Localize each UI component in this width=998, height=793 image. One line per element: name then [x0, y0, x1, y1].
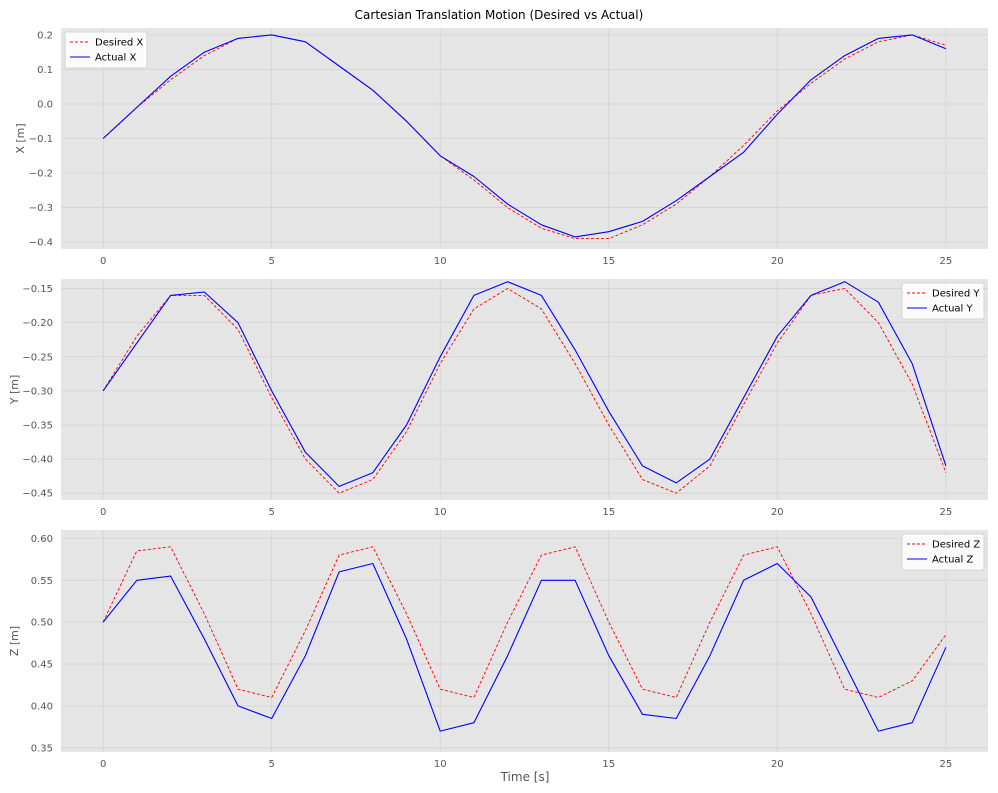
- series-line-actual-x: [102, 34, 947, 238]
- y-tick-label: 0.35: [31, 743, 53, 754]
- y-tick-label: 0.55: [31, 576, 53, 587]
- y-tick-label: 0.50: [31, 618, 53, 629]
- y-tick-label: 0.40: [31, 701, 53, 712]
- legend-label: Actual Y: [932, 304, 974, 315]
- legend-label: Desired Y: [932, 289, 980, 300]
- series-line-desired-x: [102, 34, 947, 240]
- legend-label: Actual Z: [932, 555, 974, 566]
- series-line-actual-z: [102, 562, 947, 732]
- y-axis-label: Z [m]: [8, 626, 21, 656]
- y-tick-label: −0.2: [29, 169, 53, 180]
- legend: Desired Y Actual Y: [901, 282, 985, 320]
- y-tick-label: −0.3: [29, 203, 53, 214]
- x-tick-label: 15: [602, 507, 615, 518]
- legend: Desired X Actual X: [64, 31, 148, 69]
- panel-3: 0 5 10 15 20 25 0.35 0.40 0.45 0.50 0.55 0.60 Z [m] D…: [8, 530, 988, 770]
- x-tick-label: 20: [771, 256, 784, 267]
- y-tick-label: 0.2: [37, 30, 53, 41]
- figure-title: Cartesian Translation Motion (Desired vs…: [355, 8, 644, 22]
- x-tick-label: 0: [100, 507, 106, 518]
- legend-box: [64, 31, 148, 69]
- x-tick-label: 25: [939, 256, 952, 267]
- panel-1: 0 5 10 15 20 25 −0.4 −0.3 −0.2 −0.1 0.0 0.1 0.2 X [m]…: [14, 28, 988, 267]
- y-tick-label: −0.4: [29, 238, 53, 249]
- plot-area: [61, 279, 988, 500]
- x-tick-label: 20: [771, 759, 784, 770]
- panels: 0 5 10 15 20 25 −0.4 −0.3 −0.2 −0.1 0.0 0.1 0.2 X [m]…: [8, 28, 988, 770]
- x-tick-label: 10: [434, 759, 447, 770]
- legend-box: [901, 533, 985, 571]
- y-tick-label: −0.25: [22, 352, 53, 363]
- series-line-actual-y: [102, 281, 947, 487]
- y-tick-label: 0.1: [37, 65, 53, 76]
- y-tick-label: −0.45: [22, 489, 53, 500]
- x-axis-label: Time [s]: [500, 770, 550, 784]
- series-line-desired-y: [102, 288, 947, 494]
- y-tick-label: −0.35: [22, 420, 53, 431]
- x-tick-label: 20: [771, 507, 784, 518]
- x-tick-label: 0: [100, 759, 106, 770]
- legend-label: Desired Z: [932, 540, 980, 551]
- legend-box: [901, 282, 985, 320]
- x-tick-label: 5: [268, 759, 274, 770]
- y-axis-label: X [m]: [14, 123, 27, 153]
- x-tick-label: 25: [939, 759, 952, 770]
- y-tick-label: −0.40: [22, 455, 53, 466]
- y-tick-label: 0.60: [31, 534, 53, 545]
- x-tick-label: 15: [602, 759, 615, 770]
- legend: Desired Z Actual Z: [901, 533, 985, 571]
- x-tick-label: 10: [434, 256, 447, 267]
- x-tick-label: 0: [100, 256, 106, 267]
- y-tick-label: 0.45: [31, 660, 53, 671]
- series-line-desired-z: [102, 546, 947, 698]
- x-tick-label: 15: [602, 256, 615, 267]
- x-tick-label: 10: [434, 507, 447, 518]
- y-tick-label: −0.1: [29, 134, 53, 145]
- y-tick-label: −0.20: [22, 318, 53, 329]
- x-tick-label: 25: [939, 507, 952, 518]
- plot-area: [61, 530, 988, 752]
- x-tick-label: 5: [268, 256, 274, 267]
- y-tick-label: −0.30: [22, 386, 53, 397]
- legend-label: Actual X: [95, 53, 137, 64]
- y-tick-label: −0.15: [22, 284, 53, 295]
- y-axis-label: Y [m]: [8, 375, 21, 406]
- x-tick-label: 5: [268, 507, 274, 518]
- y-tick-label: 0.0: [37, 99, 53, 110]
- legend-label: Desired X: [95, 38, 143, 49]
- panel-2: 0 5 10 15 20 25 −0.45 −0.40 −0.35 −0.30 −0.25 −0.20…: [8, 279, 988, 518]
